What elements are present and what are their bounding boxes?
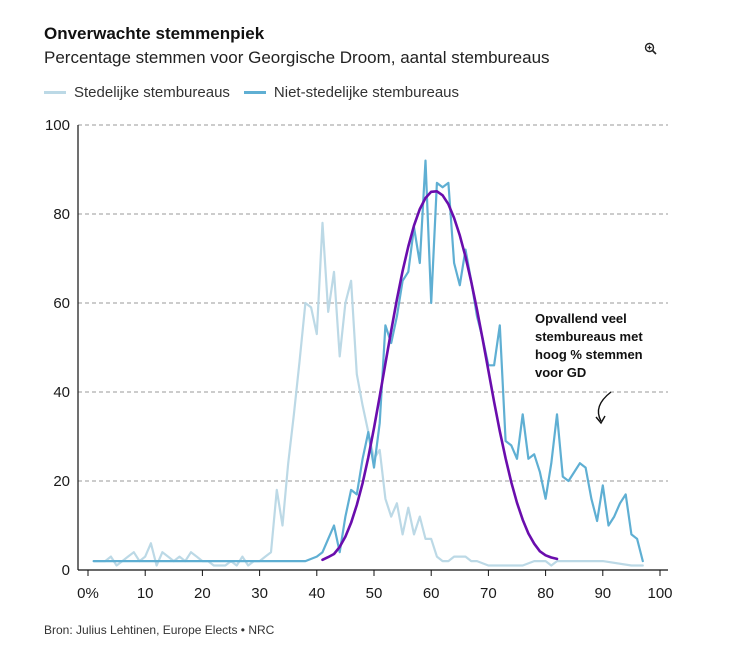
series-stedelijk-line: [92, 221, 644, 567]
x-tick-label: 90: [594, 585, 611, 602]
series-group: [92, 159, 644, 567]
annotation-line-4: voor GD: [535, 365, 586, 380]
y-tick-label: 80: [53, 206, 70, 223]
x-tick-label: 60: [423, 585, 440, 602]
publisher-text: NRC: [248, 623, 275, 637]
curved-arrow-icon: [595, 391, 612, 425]
y-tick-label: 60: [53, 295, 70, 312]
legend-item-stedelijk: Stedelijke stembureaus: [44, 84, 230, 101]
legend-label-stedelijk: Stedelijke stembureaus: [74, 84, 230, 101]
x-tick-label: 0%: [77, 585, 99, 602]
annotation: Opvallend veel stembureaus met hoog % st…: [535, 311, 643, 425]
legend: Stedelijke stembureaus Niet-stedelijke s…: [44, 84, 473, 101]
x-tick-label: 80: [537, 585, 554, 602]
annotation-line-3: hoog % stemmen: [535, 347, 643, 362]
x-tick-label: 100: [647, 585, 672, 602]
y-tick-label: 20: [53, 473, 70, 490]
series-normal-curve: [321, 190, 559, 562]
x-tick-label: 30: [251, 585, 268, 602]
axes: 0 20 40 60 80 100 0% 10 20 30 40 50 60 70 80 90 100: [45, 117, 673, 602]
annotation-line-2: stembureaus met: [535, 329, 643, 344]
legend-swatch-stedelijk: [44, 91, 66, 94]
legend-item-niet-stedelijk: Niet-stedelijke stembureaus: [243, 84, 460, 101]
source-text: Bron: Julius Lehtinen, Europe Elects: [44, 623, 238, 637]
y-tick-label: 100: [45, 117, 70, 134]
chart-subtitle: Percentage stemmen voor Georgische Droom…: [44, 48, 550, 67]
x-tick-label: 50: [366, 585, 383, 602]
x-tick-label: 40: [308, 585, 325, 602]
chart-title: Onverwachte stemmenpiek: [44, 24, 265, 43]
y-tick-label: 0: [62, 562, 70, 579]
chart-area: 0 20 40 60 80 100 0% 10 20 30 40 50 60 70 80 90 100 Opva…: [45, 117, 673, 602]
annotation-line-1: Opvallend veel: [535, 311, 627, 326]
source-separator: •: [240, 623, 245, 637]
x-tick-label: 10: [137, 585, 154, 602]
x-tick-label: 70: [480, 585, 497, 602]
zoom-in-icon[interactable]: [644, 42, 658, 59]
x-tick-label: 20: [194, 585, 211, 602]
source-line: Bron: Julius Lehtinen, Europe Elects • N…: [44, 623, 274, 637]
series-niet-stedelijk-line: [92, 159, 644, 563]
y-tick-label: 40: [53, 384, 70, 401]
legend-swatch-niet-stedelijk: [243, 91, 266, 94]
legend-label-niet-stedelijk: Niet-stedelijke stembureaus: [273, 84, 460, 101]
